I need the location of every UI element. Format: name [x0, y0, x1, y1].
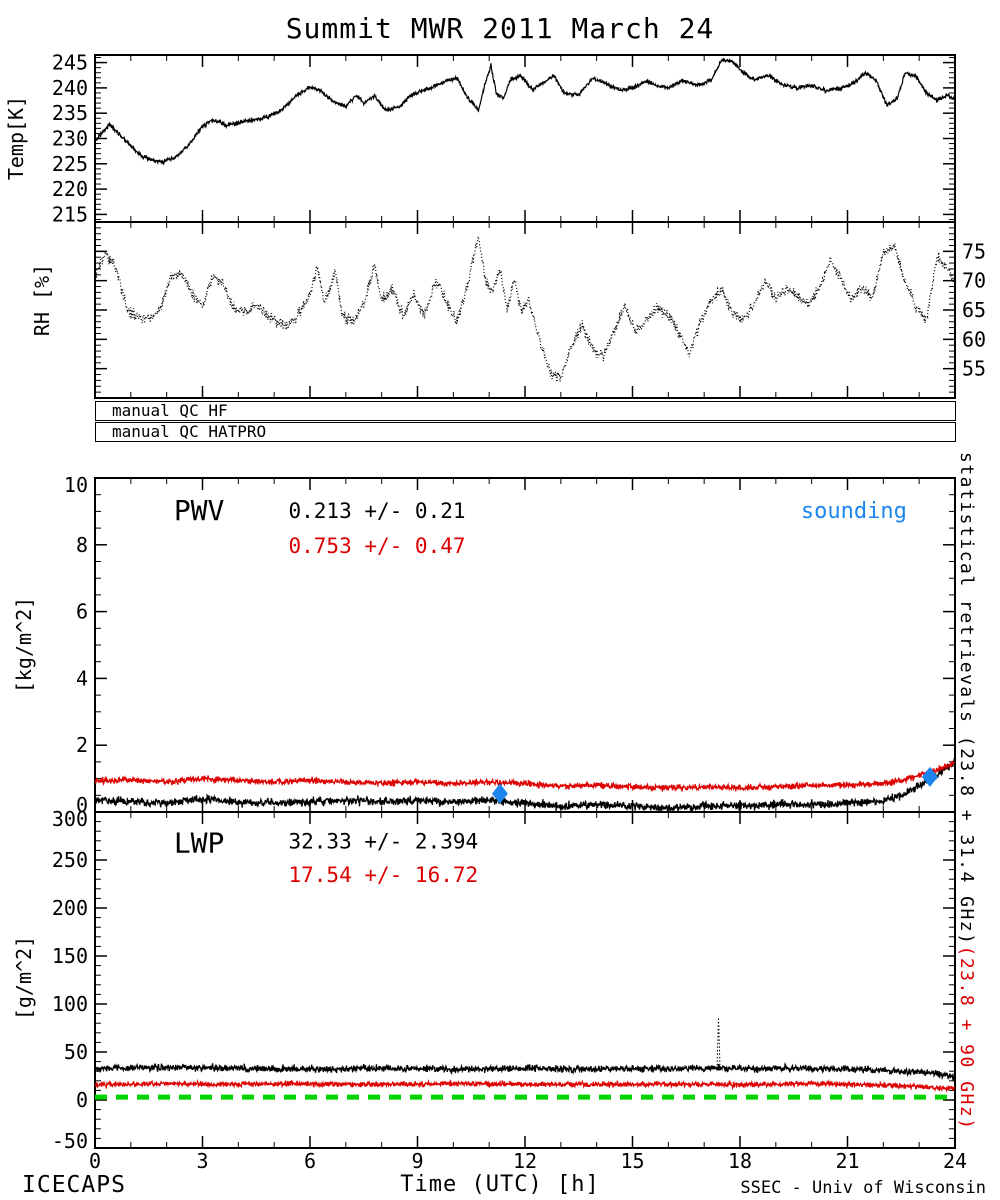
y-tick-label: 215: [52, 202, 88, 226]
qc-strip-hatpro-label: manual QC HATPRO: [112, 422, 267, 441]
y-tick-label: 0: [76, 793, 88, 817]
annotation: 0.753 +/- 0.47: [289, 534, 466, 558]
qc-strip-hf-label: manual QC HF: [112, 401, 228, 420]
series-lwp-hatpro: [95, 1078, 955, 1093]
y-tick-label: 60: [962, 327, 986, 351]
y-tick-label: 2: [76, 733, 88, 757]
y-tick-label: 250: [52, 848, 88, 872]
series-lwp-spike: [716, 1017, 721, 1066]
y-tick-label: 220: [52, 177, 88, 201]
series-pwv-hf: [95, 758, 955, 812]
panel-frame-relative-humidity: [94, 221, 956, 399]
x-tick-label: 6: [304, 1149, 316, 1173]
series-pwv-hatpro: [95, 759, 955, 793]
y-axis-label-lwp: [g/m^2]: [12, 935, 36, 1021]
series-brightness-temperature: [95, 57, 955, 166]
y-axis-label-temp: Temp[K]: [4, 95, 28, 181]
y-tick-label: 150: [52, 944, 88, 968]
sounding-diamond-icon: [491, 783, 508, 804]
x-tick-label: 18: [728, 1149, 752, 1173]
qc-strip-hf: manual QC HF: [95, 401, 956, 421]
right-axis-caption: statistical retrievals (23.8 + 31.4 GHz)…: [956, 452, 977, 1200]
x-tick-label: 21: [835, 1149, 859, 1173]
annotation: sounding: [801, 499, 907, 524]
annotation: 32.33 +/- 2.394: [289, 829, 479, 853]
annotation: LWP: [174, 826, 225, 859]
y-tick-label: 100: [52, 992, 88, 1016]
y-tick-label: 10: [64, 473, 88, 497]
y-tick-label: 200: [52, 896, 88, 920]
y-tick-label: 50: [64, 1040, 88, 1064]
y-axis-label-rh: RH [%]: [30, 263, 54, 337]
chart-title: Summit MWR 2011 March 24: [285, 12, 715, 45]
y-tick-label: 0: [76, 1088, 88, 1112]
series-lwp-hf: [95, 1062, 955, 1081]
sounding-diamond-icon: [921, 766, 938, 787]
y-tick-label: 6: [76, 600, 88, 624]
credit-label: SSEC - Univ of Wisconsin: [740, 1178, 986, 1198]
right-axis-caption-red: (23.8 + 90 GHz): [956, 945, 977, 1131]
y-tick-label: 300: [52, 807, 88, 831]
x-axis-label: Time (UTC) [h]: [400, 1172, 600, 1197]
y-tick-label: 240: [52, 76, 88, 100]
y-tick-label: 4: [76, 666, 88, 690]
y-tick-label: -50: [52, 1129, 88, 1153]
y-tick-label: 65: [962, 298, 986, 322]
x-tick-label: 3: [196, 1149, 208, 1173]
x-tick-label: 9: [411, 1149, 423, 1173]
y-tick-label: 235: [52, 101, 88, 125]
x-tick-label: 15: [620, 1149, 644, 1173]
annotation: 17.54 +/- 16.72: [289, 863, 479, 887]
right-axis-caption-black: statistical retrievals (23.8 + 31.4 GHz): [956, 452, 977, 946]
y-tick-label: 8: [76, 533, 88, 557]
annotation: 0.213 +/- 0.21: [289, 499, 466, 523]
y-tick-label: 245: [52, 51, 88, 75]
x-tick-label: 12: [513, 1149, 537, 1173]
annotation: PWV: [174, 494, 225, 527]
x-tick-label: 24: [943, 1149, 967, 1173]
y-tick-label: 75: [962, 239, 986, 263]
y-axis-label-pwv: [kg/m^2]: [12, 596, 36, 694]
y-tick-label: 230: [52, 127, 88, 151]
panel-frame-pwv: [94, 477, 956, 813]
y-tick-label: 55: [962, 357, 986, 381]
series-rh: [95, 236, 955, 384]
project-label: ICECAPS: [22, 1172, 126, 1198]
y-tick-label: 225: [52, 152, 88, 176]
qc-strip-hatpro: manual QC HATPRO: [95, 422, 956, 442]
y-tick-label: 70: [962, 269, 986, 293]
x-tick-label: 0: [89, 1149, 101, 1173]
